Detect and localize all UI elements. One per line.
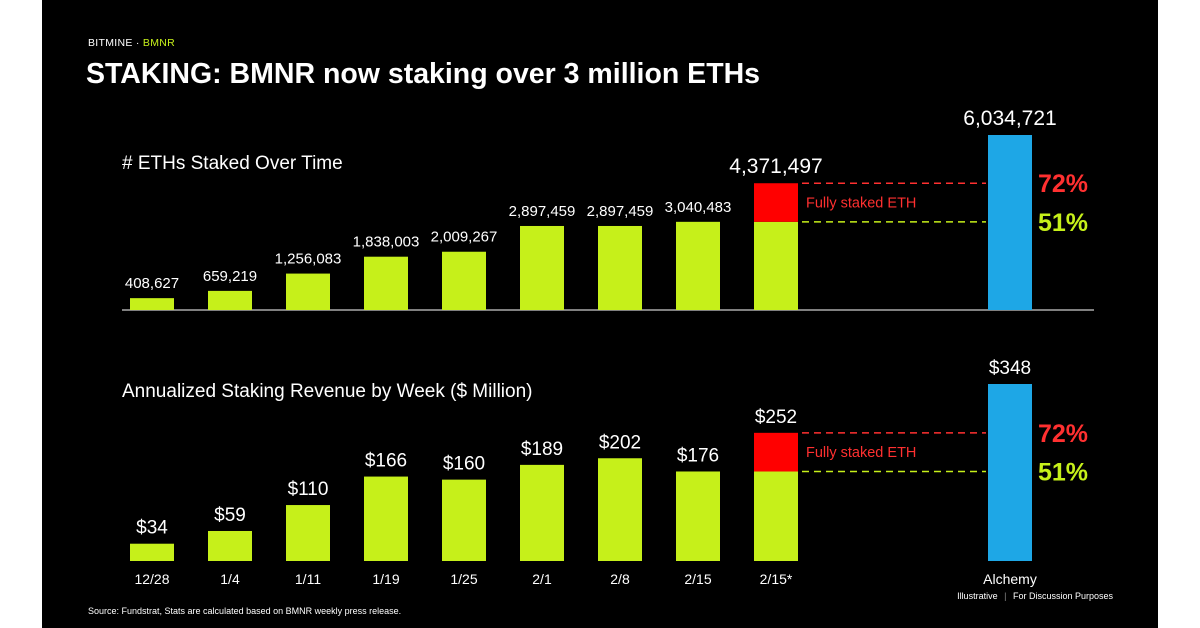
data-label: $176 (677, 445, 719, 466)
disclaimer-discussion: For Discussion Purposes (1012, 591, 1113, 601)
data-label: $110 (288, 479, 329, 500)
data-label: 6,034,721 (963, 107, 1056, 130)
x-tick-label: 2/15 (684, 571, 711, 587)
bar-119 (364, 476, 408, 561)
page-title: STAKING: BMNR now staking over 3 million… (86, 58, 761, 90)
chart-title-revenue: Annualized Staking Revenue by Week ($ Mi… (122, 381, 533, 402)
fully-staked-segment (754, 183, 798, 222)
slide: BITMINE · BMNR STAKING: BMNR now staking… (42, 0, 1158, 628)
brand-header: BITMINE · BMNR (88, 37, 175, 49)
data-label: $202 (599, 432, 641, 453)
data-label: $160 (443, 454, 485, 475)
data-label: 2,009,267 (431, 229, 498, 246)
data-label: 659,219 (203, 268, 257, 285)
data-label: $34 (136, 518, 168, 539)
data-label: 2,897,459 (509, 203, 576, 220)
bar-125 (442, 251, 486, 310)
reference-label-51pct: 51% (1038, 458, 1088, 486)
bar-Alchemy (988, 384, 1032, 561)
bar-21 (520, 464, 564, 561)
revenue-chart (130, 384, 1032, 561)
source-note: Source: Fundstrat, Stats are calculated … (88, 606, 402, 616)
x-tick-label: Alchemy (983, 571, 1037, 587)
data-label: $59 (214, 505, 246, 526)
bar-1228 (130, 543, 174, 561)
x-tick-label: 1/19 (372, 571, 399, 587)
data-label: 2,897,459 (587, 203, 654, 220)
bar-215 (754, 471, 798, 561)
bar-215 (676, 221, 720, 310)
bar-28 (598, 458, 642, 561)
data-label: $166 (365, 451, 407, 472)
x-tick-label: 12/28 (134, 571, 169, 587)
reference-label-72pct: 72% (1038, 420, 1088, 448)
bar-215 (754, 221, 798, 310)
data-label: 1,838,003 (353, 234, 420, 251)
data-label: $252 (755, 407, 797, 428)
x-tick-label: 2/8 (610, 571, 630, 587)
data-label: 1,256,083 (275, 251, 342, 268)
chart-title-eth-staked: # ETHs Staked Over Time (122, 153, 343, 174)
bar-14 (208, 530, 252, 561)
x-tick-label: 2/1 (532, 571, 552, 587)
data-label: $189 (521, 439, 563, 460)
fully-staked-label: Fully staked ETH (806, 445, 916, 461)
data-label: 3,040,483 (665, 199, 732, 216)
bar-215 (676, 471, 720, 561)
x-tick-label: 1/25 (450, 571, 477, 587)
data-label: 408,627 (125, 275, 179, 292)
bar-119 (364, 256, 408, 310)
brand-ticker: BMNR (142, 37, 176, 49)
charts-canvas: 408,627 659,219 1,256,083 1,838,003 2,009,26… (122, 107, 1094, 587)
bar-111 (286, 273, 330, 310)
bar-111 (286, 505, 330, 561)
bar-Alchemy (988, 135, 1032, 310)
bar-28 (598, 225, 642, 310)
disclaimer: Illustrative | For Discussion Purposes (957, 591, 1113, 601)
bar-14 (208, 290, 252, 310)
brand-name: BITMINE (88, 37, 133, 49)
bar-125 (442, 479, 486, 561)
data-label: 4,371,497 (729, 155, 822, 178)
brand-separator: · (135, 37, 140, 49)
reference-label-72pct: 72% (1038, 170, 1088, 198)
fully-staked-segment (754, 432, 798, 472)
disclaimer-illustrative: Illustrative (957, 591, 998, 601)
reference-label-51pct: 51% (1038, 209, 1088, 237)
disclaimer-separator: | (1004, 591, 1007, 601)
eth-staked-chart (122, 135, 1094, 311)
x-tick-label: 2/15* (760, 571, 793, 587)
fully-staked-label: Fully staked ETH (806, 196, 916, 212)
x-tick-label: 1/4 (220, 571, 240, 587)
x-tick-label: 1/11 (295, 571, 321, 587)
bar-21 (520, 225, 564, 310)
bar-1228 (130, 298, 174, 310)
data-label: $348 (989, 358, 1031, 379)
